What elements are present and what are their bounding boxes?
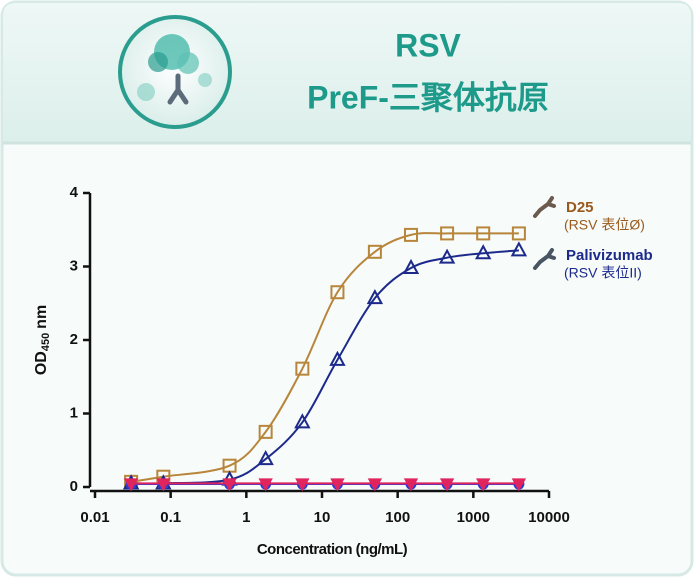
- x-tick-label: 10000: [528, 509, 570, 526]
- y-tick-label: 2: [70, 331, 78, 348]
- y-label-main: OD: [33, 351, 50, 375]
- y-tick-label: 3: [70, 257, 78, 274]
- x-tick-label: 0.1: [160, 509, 181, 526]
- x-tick-label: 100: [385, 509, 410, 526]
- page: RSV PreF-三聚体抗原 0 1 2 3 4 0.01 0.1 1 10 100 1000 100…: [0, 0, 694, 577]
- y-tick-label: 1: [70, 404, 78, 421]
- y-label-sub: 450: [40, 333, 52, 351]
- x-tick-label: 1000: [457, 509, 490, 526]
- y-label-unit: nm: [33, 305, 50, 329]
- header-bg: [3, 3, 691, 142]
- x-tick-label: 1: [242, 509, 250, 526]
- x-tick-label: 0.01: [80, 509, 109, 526]
- legend-note: (RSV 表位Ø): [564, 217, 645, 233]
- header-title: RSV: [395, 27, 461, 63]
- x-axis-label: Concentration (ng/mL): [257, 541, 408, 558]
- y-tick-label: 4: [70, 184, 79, 201]
- legend-label: D25: [566, 199, 594, 216]
- header-icon: [120, 17, 230, 127]
- legend-label: Palivizumab: [566, 247, 653, 264]
- header-subtitle: PreF-三聚体抗原: [307, 79, 549, 115]
- x-tick-label: 10: [314, 509, 331, 526]
- y-tick-label: 0: [70, 478, 78, 495]
- legend-note: (RSV 表位II): [564, 265, 642, 281]
